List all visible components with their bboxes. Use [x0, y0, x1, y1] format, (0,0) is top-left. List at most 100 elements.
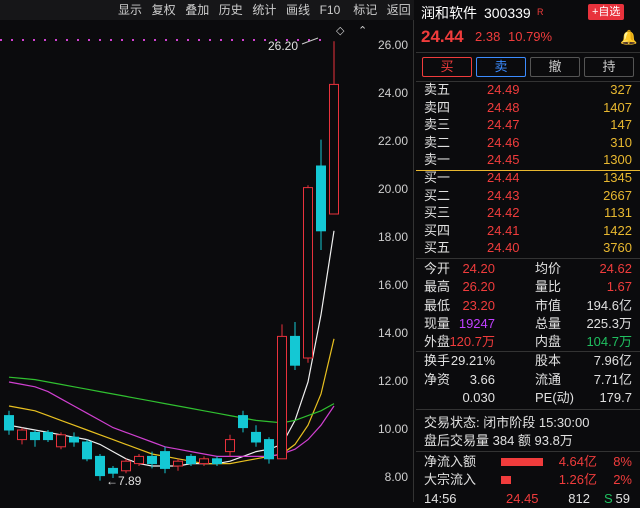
flow-amount: 1.26亿 — [558, 472, 597, 487]
order-price: 24.40 — [487, 240, 520, 256]
toolbar-button[interactable]: 复权 — [151, 3, 176, 17]
separator — [416, 52, 640, 53]
candle-body — [277, 335, 287, 460]
trade-status: 交易状态: 闭市阶段 15:30:00 — [424, 415, 590, 430]
order-qty: 1300 — [603, 152, 632, 168]
flow-bar — [501, 458, 543, 466]
candle-body — [186, 455, 196, 465]
flow-pct: 2% — [613, 472, 632, 487]
order-price: 24.41 — [487, 222, 520, 238]
separator — [416, 351, 640, 352]
y-tick-label: 12.00 — [378, 374, 408, 388]
icon[interactable]: ⌃ — [358, 25, 367, 37]
flow-label: 净流入额 — [424, 454, 477, 469]
stat-value: 194.6亿 — [586, 297, 632, 313]
chart: ◇ ⌃ 8.00 10.00 12.00 14.00 16.00 18.00 20.00 22… — [0, 20, 414, 502]
stock-name: 润和软件 — [421, 5, 477, 21]
stat-value: 24.20 — [462, 261, 495, 276]
stat-value: 7.96亿 — [593, 353, 632, 368]
y-tick-label: 14.00 — [378, 326, 408, 340]
candle-body — [251, 431, 261, 443]
stat-value: 24.62 — [599, 261, 632, 276]
annotation-arrow — [301, 37, 319, 45]
stat-label: 市值 — [535, 297, 562, 313]
stat-value: 7.71亿 — [593, 371, 632, 387]
candle-body — [147, 455, 157, 465]
action-button[interactable]: 卖 — [476, 57, 526, 77]
toolbar-button[interactable]: 叠加 — [185, 3, 210, 17]
order-qty: 310 — [610, 134, 632, 150]
y-tick-label: 20.00 — [378, 182, 408, 196]
order-price: 24.42 — [487, 205, 520, 221]
stat-label: 最高 — [424, 279, 451, 295]
stat-label: 最低 — [424, 297, 451, 313]
candle-body — [30, 431, 40, 441]
stat-label: 换手 — [424, 353, 451, 368]
candle-body — [108, 467, 118, 474]
tick-field: 24.45 — [506, 491, 539, 506]
action-button[interactable]: 撤 — [530, 57, 580, 77]
order-price: 24.49 — [487, 82, 520, 97]
order-label: 买二 — [424, 187, 451, 203]
flow-amount: 4.64亿 — [558, 454, 597, 469]
annotation: 26.20 — [268, 39, 298, 53]
stat-value: 179.7 — [599, 390, 632, 405]
candle-body — [225, 439, 235, 453]
toolbar-button[interactable]: 返回 — [386, 3, 411, 17]
toolbar-button[interactable]: 标记 — [353, 3, 378, 17]
flow-pct: 8% — [613, 454, 632, 469]
candle-body — [4, 415, 14, 431]
order-label: 卖五 — [424, 82, 451, 97]
candle-body — [199, 458, 209, 465]
stat-label: 量比 — [535, 279, 562, 295]
stat-value: 3.66 — [469, 371, 495, 387]
badge: R — [537, 7, 544, 17]
watch-button[interactable]: +自选 — [588, 4, 625, 20]
order-price: 24.47 — [487, 117, 520, 133]
icon[interactable]: ◇ — [336, 25, 345, 37]
stat-label: 现量 — [424, 315, 451, 331]
y-tick-label: 22.00 — [378, 134, 408, 148]
stat-label: 今开 — [424, 261, 451, 276]
action-button[interactable]: 买 — [422, 57, 472, 77]
candle-body — [264, 439, 274, 460]
after-hours: 盘后交易量 384 额 93.8万 — [424, 433, 573, 448]
order-label: 卖一 — [424, 152, 451, 168]
order-label: 卖三 — [424, 117, 451, 133]
tick-field: 812 — [568, 491, 590, 506]
toolbar-button[interactable]: F10 — [319, 3, 341, 17]
separator — [416, 81, 640, 82]
tick-field: 14:56 — [424, 491, 457, 506]
order-qty: 1407 — [603, 99, 632, 115]
y-tick-label: 26.00 — [378, 38, 408, 52]
bell-icon[interactable]: 🔔 — [620, 29, 638, 45]
change: 2.38 — [475, 29, 501, 44]
stat-value: 19247 — [458, 315, 495, 331]
change-pct: 10.79% — [508, 29, 553, 44]
y-tick-label: 8.00 — [385, 470, 409, 484]
stat-value: 104.7万 — [586, 334, 632, 350]
toolbar-button[interactable]: 历史 — [218, 3, 243, 17]
toolbar-button[interactable]: 显示 — [118, 3, 143, 17]
tick-field: S — [604, 491, 613, 506]
order-price: 24.48 — [487, 99, 520, 115]
separator — [416, 451, 640, 452]
action-button[interactable]: 持 — [584, 57, 634, 77]
order-qty: 2667 — [603, 187, 632, 203]
order-label: 卖四 — [424, 99, 451, 115]
y-tick-label: 24.00 — [378, 86, 408, 100]
stock-code: 300339 — [484, 5, 531, 21]
y-tick-label: 10.00 — [378, 422, 408, 436]
order-price: 24.44 — [487, 170, 520, 185]
y-tick-label: 18.00 — [378, 230, 408, 244]
order-qty: 3760 — [603, 240, 632, 256]
candle-body — [160, 451, 170, 469]
candle-body — [17, 429, 27, 441]
stat-label: 外盘 — [424, 334, 451, 350]
candle-body — [303, 187, 313, 359]
candle-body — [173, 460, 183, 467]
toolbar-button[interactable]: 画线 — [286, 3, 311, 17]
candle-body — [43, 431, 53, 441]
toolbar-button[interactable]: 统计 — [252, 3, 277, 17]
